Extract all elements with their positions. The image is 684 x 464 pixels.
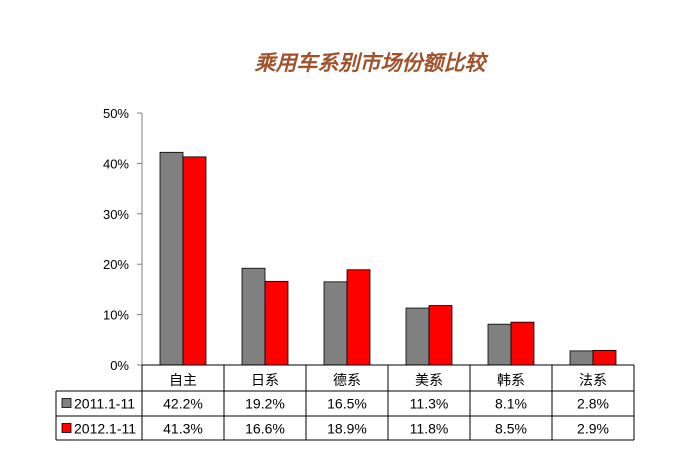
- legend-key-2011.1-11: [61, 398, 72, 408]
- bar-2012.1-11-日系: [264, 280, 289, 366]
- bar-2011.1-11-韩系: [487, 323, 512, 366]
- y-tick-label: 50%: [103, 106, 129, 121]
- bar-2011.1-11-日系: [241, 267, 266, 366]
- data-label: 19.2%: [245, 396, 285, 412]
- bar-2012.1-11-美系: [428, 305, 453, 366]
- y-tick-label: 20%: [103, 257, 129, 272]
- bar-2012.1-11-德系: [346, 269, 371, 366]
- data-label: 11.3%: [410, 396, 449, 412]
- data-label: 11.8%: [410, 421, 449, 437]
- bar-2011.1-11-法系: [569, 350, 594, 366]
- data-label: 8.1%: [495, 396, 527, 412]
- data-label: 42.2%: [163, 396, 203, 412]
- category-label: 韩系: [497, 373, 525, 389]
- legend-key-2012.1-11: [61, 423, 72, 433]
- data-label: 8.5%: [495, 421, 527, 437]
- y-axis: 0% 10% 20% 30% 40% 50%: [103, 106, 143, 373]
- data-label: 41.3%: [163, 421, 203, 437]
- data-label: 2.8%: [577, 396, 609, 412]
- bar-2012.1-11-法系: [592, 349, 617, 366]
- data-label: 16.6%: [245, 421, 285, 437]
- category-label: 德系: [333, 373, 361, 389]
- data-label: 18.9%: [327, 421, 367, 437]
- category-label: 自主: [169, 373, 197, 389]
- data-label: 2.9%: [577, 421, 609, 437]
- bar-2012.1-11-自主: [182, 156, 207, 366]
- y-tick-label: 30%: [103, 207, 129, 222]
- bar-2011.1-11-美系: [405, 307, 430, 366]
- category-label: 日系: [251, 373, 279, 389]
- bars: [159, 151, 617, 366]
- legend-label: 2012.1-11: [74, 421, 136, 437]
- data-label: 16.5%: [327, 396, 367, 412]
- y-tick-label: 40%: [103, 156, 129, 171]
- y-tick-label: 10%: [103, 308, 129, 323]
- legend-label: 2011.1-11: [74, 396, 135, 412]
- bar-2012.1-11-韩系: [510, 321, 535, 366]
- data-table: 自主 日系 德系 美系 韩系 法系 2011.1-11 42.2% 19.2% 16.5% 11.3…: [55, 364, 635, 441]
- chart-title: 乘用车系别市场份额比较: [255, 51, 489, 75]
- category-label: 法系: [579, 373, 607, 389]
- y-tick-label: 0%: [110, 358, 129, 373]
- category-label: 美系: [415, 373, 443, 389]
- bar-2011.1-11-自主: [159, 151, 184, 366]
- bar-2011.1-11-德系: [323, 281, 348, 366]
